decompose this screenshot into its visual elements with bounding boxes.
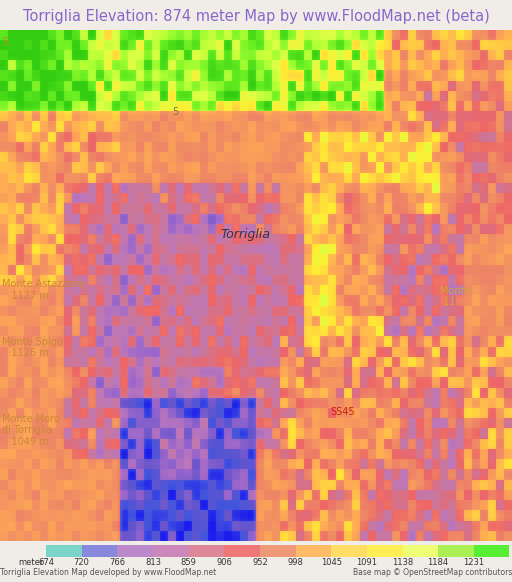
Text: meter: meter (18, 558, 44, 567)
Text: Torriglia: Torriglia (220, 228, 270, 242)
Text: Torriglia Elevation Map developed by www.FloodMap.net: Torriglia Elevation Map developed by www… (0, 568, 216, 577)
Text: 766: 766 (109, 558, 125, 567)
Text: 952: 952 (252, 558, 268, 567)
Text: Monte
 11: Monte 11 (440, 286, 471, 307)
Bar (153, 545, 188, 557)
Text: SS45: SS45 (330, 407, 355, 417)
Text: 859: 859 (181, 558, 197, 567)
Bar (402, 545, 438, 557)
Bar (331, 545, 367, 557)
Text: 1184: 1184 (428, 558, 449, 567)
Text: 1091: 1091 (356, 558, 377, 567)
Text: 1045: 1045 (321, 558, 342, 567)
Text: 906: 906 (217, 558, 232, 567)
Bar (438, 545, 474, 557)
Bar (474, 545, 509, 557)
Text: Monte Astazzone
   1127 m: Monte Astazzone 1127 m (2, 279, 86, 301)
Bar (82, 545, 117, 557)
Bar (260, 545, 295, 557)
Text: 5: 5 (2, 37, 8, 47)
Text: 813: 813 (145, 558, 161, 567)
Bar (188, 545, 224, 557)
Text: 5: 5 (172, 107, 178, 117)
Text: 674: 674 (38, 558, 54, 567)
Bar (367, 545, 402, 557)
Text: Base map © OpenStreetMap contributors: Base map © OpenStreetMap contributors (353, 568, 512, 577)
Bar (46, 545, 82, 557)
Text: Torriglia Elevation: 874 meter Map by www.FloodMap.net (beta): Torriglia Elevation: 874 meter Map by ww… (23, 9, 489, 24)
Bar (224, 545, 260, 557)
Text: 720: 720 (74, 558, 90, 567)
Bar (295, 545, 331, 557)
Text: 1231: 1231 (463, 558, 484, 567)
Bar (117, 545, 153, 557)
Text: Monte Moro
di Torriglia
   1049 m: Monte Moro di Torriglia 1049 m (2, 413, 59, 447)
Text: 1138: 1138 (392, 558, 413, 567)
Text: 998: 998 (288, 558, 304, 567)
Text: Monte Spigo
   1126 m: Monte Spigo 1126 m (2, 337, 63, 359)
